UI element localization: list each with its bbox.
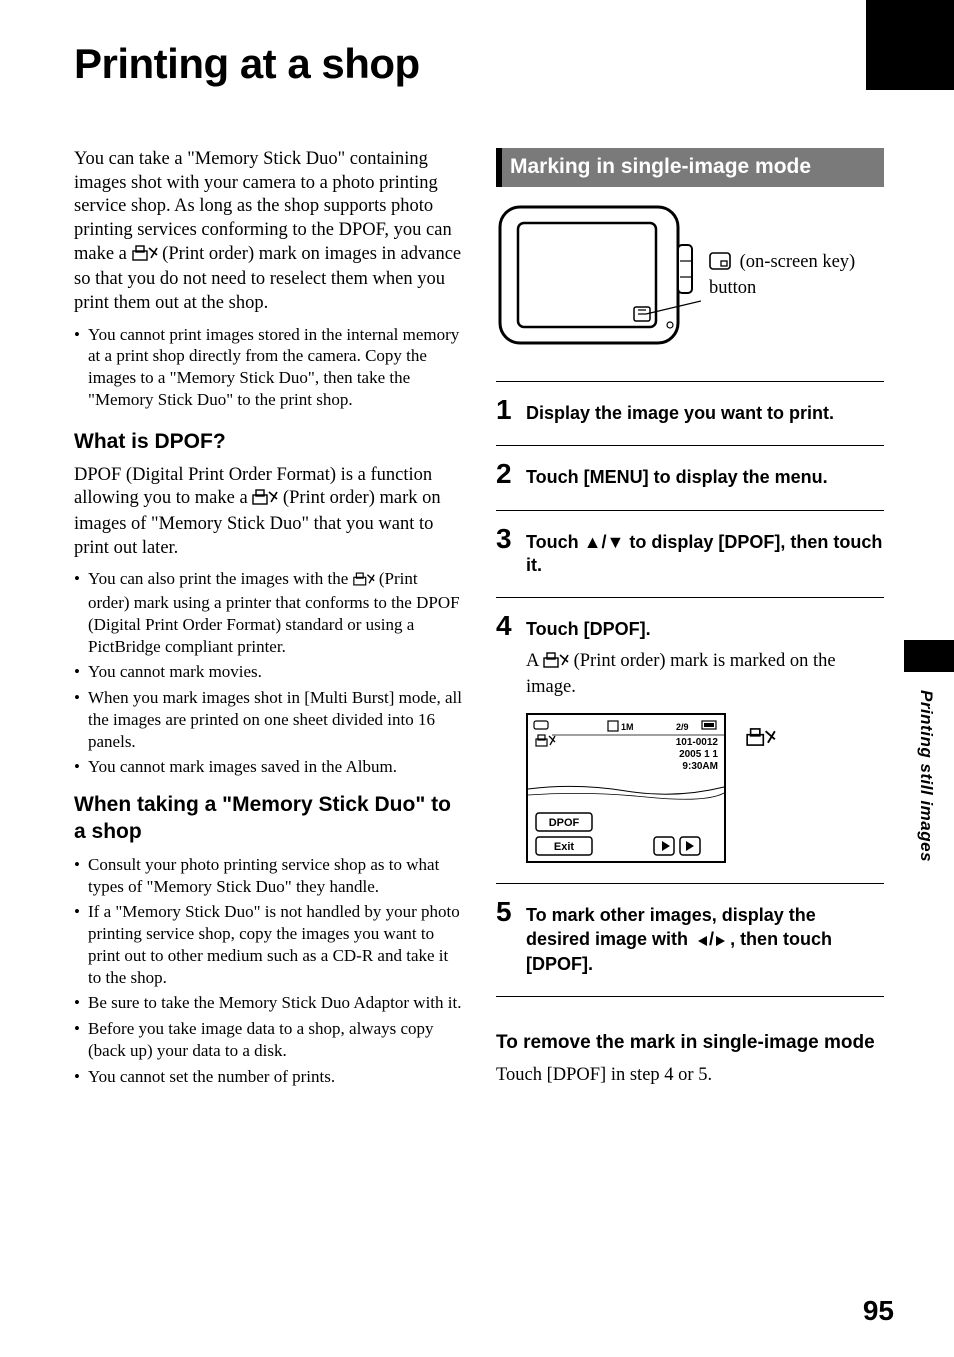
svg-text:DPOF: DPOF bbox=[549, 817, 580, 829]
dpof-heading: What is DPOF? bbox=[74, 429, 462, 456]
remove-heading: To remove the mark in single-image mode bbox=[496, 1031, 884, 1056]
step-number: 2 bbox=[496, 460, 518, 488]
triangle-up-icon: ▲ bbox=[584, 531, 602, 554]
dpof-bullet: When you mark images shot in [Multi Burs… bbox=[74, 687, 462, 752]
right-column: Marking in single-image mode bbox=[496, 148, 884, 1101]
print-order-icon bbox=[746, 727, 776, 755]
svg-text:2005 1 1: 2005 1 1 bbox=[679, 749, 718, 760]
left-column: You can take a "Memory Stick Duo" contai… bbox=[74, 148, 462, 1101]
step-5: 5 To mark other images, display the desi… bbox=[496, 883, 884, 996]
shop-heading: When taking a "Memory Stick Duo" to a sh… bbox=[74, 792, 462, 846]
svg-text:Exit: Exit bbox=[554, 841, 575, 853]
print-order-icon bbox=[132, 245, 158, 269]
bullet-text-prefix: You can also print the images with the bbox=[88, 569, 353, 588]
shop-bullet: Be sure to take the Memory Stick Duo Ada… bbox=[74, 992, 462, 1014]
mode-header: Marking in single-image mode bbox=[496, 148, 884, 187]
dpof-body: DPOF (Digital Print Order Format) is a f… bbox=[74, 464, 462, 561]
dpof-bullet: You cannot mark images saved in the Albu… bbox=[74, 756, 462, 778]
step-number: 3 bbox=[496, 525, 518, 553]
step-text: Touch [MENU] to display the menu. bbox=[526, 460, 828, 489]
remove-body: Touch [DPOF] in step 4 or 5. bbox=[496, 1064, 884, 1088]
remove-section: To remove the mark in single-image mode … bbox=[496, 1031, 884, 1087]
step-3-prefix: Touch bbox=[526, 532, 584, 552]
onscreen-key-icon bbox=[709, 252, 731, 277]
screen-figure: 1M 2/9 101-0012 2005 1 1 9:30AM bbox=[496, 713, 884, 863]
step-text: Touch [DPOF]. bbox=[526, 612, 651, 641]
shop-bullet: You cannot set the number of prints. bbox=[74, 1066, 462, 1088]
step-divider-end bbox=[496, 996, 884, 1011]
callout-label: (on-screen key) button bbox=[709, 251, 884, 300]
step-text: To mark other images, display the desire… bbox=[526, 898, 884, 976]
print-order-icon bbox=[353, 570, 375, 592]
step-number: 1 bbox=[496, 396, 518, 424]
svg-text:9:30AM: 9:30AM bbox=[682, 761, 718, 772]
intro-bullet-list: You cannot print images stored in the in… bbox=[74, 324, 462, 411]
step-2: 2 Touch [MENU] to display the menu. bbox=[496, 445, 884, 509]
steps-list: 1 Display the image you want to print. 2… bbox=[496, 381, 884, 1011]
shop-bullet: Consult your photo printing service shop… bbox=[74, 854, 462, 898]
prev-track-icon bbox=[693, 930, 709, 953]
step-number: 5 bbox=[496, 898, 518, 926]
intro-paragraph: You can take a "Memory Stick Duo" contai… bbox=[74, 148, 462, 316]
camera-screen-illustration: 1M 2/9 101-0012 2005 1 1 9:30AM bbox=[526, 713, 726, 863]
print-order-icon bbox=[252, 489, 278, 513]
step-text: Touch ▲/▼ to display [DPOF], then touch … bbox=[526, 525, 884, 578]
triangle-down-icon: ▼ bbox=[607, 531, 625, 554]
page-content: Printing at a shop You can take a "Memor… bbox=[0, 0, 954, 1357]
step-body: A (Print order) mark is marked on the im… bbox=[496, 650, 884, 699]
svg-text:2/9: 2/9 bbox=[676, 722, 689, 732]
step-3: 3 Touch ▲/▼ to display [DPOF], then touc… bbox=[496, 510, 884, 598]
step-1: 1 Display the image you want to print. bbox=[496, 381, 884, 445]
camera-illustration bbox=[496, 201, 701, 351]
next-track-icon bbox=[714, 930, 730, 953]
svg-text:101-0012: 101-0012 bbox=[676, 737, 719, 748]
shop-bullet-list: Consult your photo printing service shop… bbox=[74, 854, 462, 1088]
dpof-bullet: You cannot mark movies. bbox=[74, 661, 462, 683]
dpof-bullet-list: You can also print the images with the (… bbox=[74, 568, 462, 778]
step-text: Display the image you want to print. bbox=[526, 396, 834, 425]
step4-body-a: A bbox=[526, 651, 543, 671]
step4-body-b: (Print order) mark is marked on the imag… bbox=[526, 651, 836, 697]
print-order-icon bbox=[543, 652, 569, 676]
step-4: 4 Touch [DPOF]. A (Print order) mark is … bbox=[496, 597, 884, 883]
dpof-bullet: You can also print the images with the (… bbox=[74, 568, 462, 657]
step-number: 4 bbox=[496, 612, 518, 640]
shop-bullet: If a "Memory Stick Duo" is not handled b… bbox=[74, 901, 462, 988]
svg-text:1M: 1M bbox=[621, 722, 634, 732]
camera-figure: (on-screen key) button bbox=[496, 201, 884, 351]
shop-bullet: Before you take image data to a shop, al… bbox=[74, 1018, 462, 1062]
intro-bullet: You cannot print images stored in the in… bbox=[74, 324, 462, 411]
page-title: Printing at a shop bbox=[74, 40, 894, 88]
two-column-layout: You can take a "Memory Stick Duo" contai… bbox=[74, 148, 894, 1101]
